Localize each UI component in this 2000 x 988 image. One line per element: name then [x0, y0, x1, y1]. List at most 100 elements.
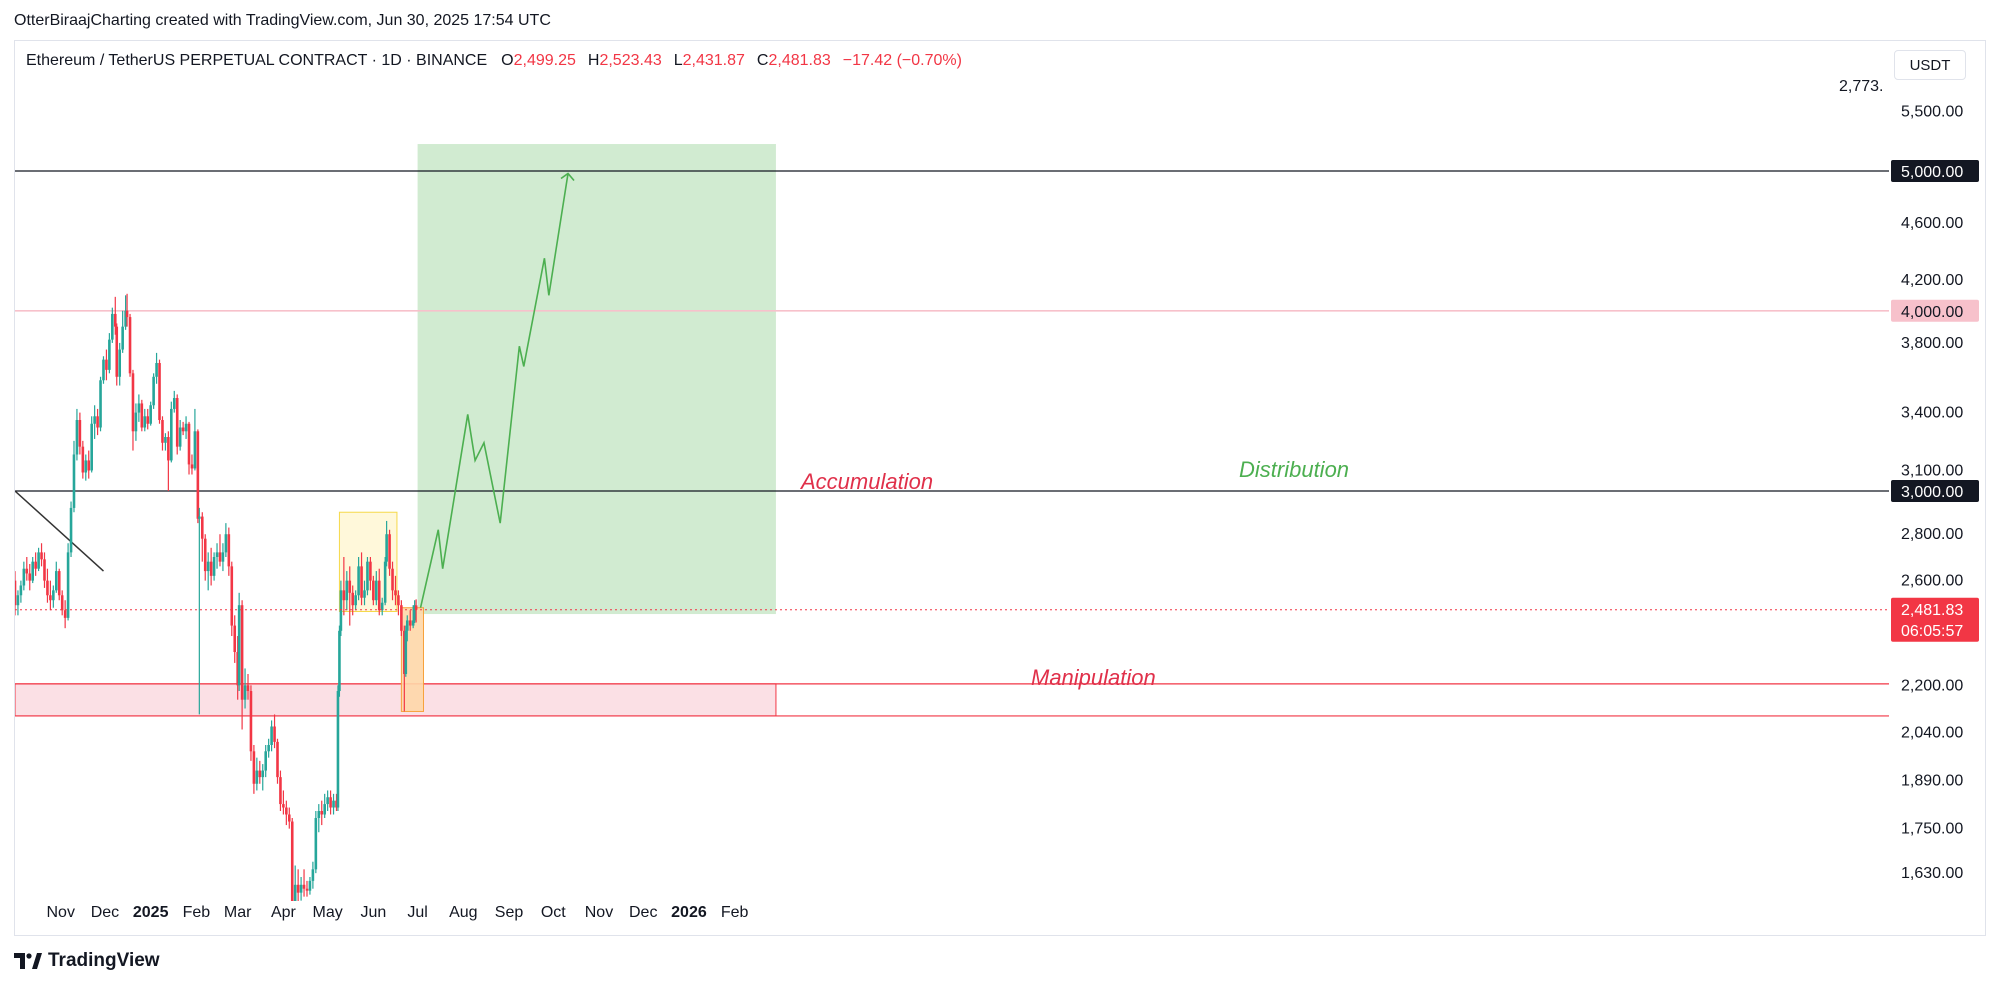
candle-body [134, 412, 138, 432]
currency-button[interactable]: USDT [1894, 50, 1966, 80]
candle-body [221, 552, 225, 562]
candle-body [172, 398, 176, 409]
candle-body [339, 590, 343, 631]
trend-line[interactable] [15, 490, 104, 572]
symbol-name[interactable]: Ethereum / TetherUS PERPETUAL CONTRACT ·… [26, 52, 488, 69]
candle [372, 575, 375, 606]
candle-body [236, 652, 239, 686]
target-zone[interactable] [417, 144, 776, 615]
candle-body [369, 561, 372, 581]
candle-body [314, 818, 318, 870]
candle [46, 568, 49, 603]
candle-body [137, 403, 141, 413]
candle-body [360, 566, 363, 598]
candle-body [290, 821, 294, 901]
y-axis-tick-label: 3,100.00 [1901, 462, 1963, 479]
chart-frame[interactable]: Accumulation Manipulation Distribution 5,50… [14, 40, 1986, 936]
candle-body [31, 561, 34, 581]
x-axis-tick-label: Oct [541, 904, 566, 921]
candle [267, 738, 270, 758]
candle-body [60, 595, 64, 611]
candle-body [206, 561, 210, 572]
distribution-label[interactable]: Distribution [1239, 457, 1349, 482]
candle-body [413, 605, 416, 621]
candle [414, 599, 418, 623]
candle [78, 412, 82, 455]
manipulation-label[interactable]: Manipulation [1031, 665, 1156, 690]
x-axis-tick-label: Apr [271, 904, 297, 921]
candle [261, 764, 265, 791]
candle [66, 543, 70, 621]
candle [193, 408, 197, 471]
candle [305, 880, 309, 897]
candle [338, 625, 341, 697]
candle [375, 571, 378, 606]
candle-body [252, 751, 256, 784]
high-value: 2,523.43 [599, 52, 662, 69]
price-chart[interactable]: Accumulation Manipulation Distribution 5,50… [15, 41, 1987, 937]
candle [108, 333, 111, 374]
candle-body [203, 538, 207, 572]
candle [385, 520, 388, 567]
candle-body [158, 363, 161, 421]
x-axis-tick-label: Nov [585, 904, 613, 921]
projection-arrowhead [560, 172, 575, 182]
candle-body [218, 552, 222, 562]
x-axis-tick-label: 2026 [671, 904, 707, 921]
candle [43, 552, 46, 588]
candle [218, 534, 222, 567]
candle [31, 557, 34, 584]
candle-body [308, 880, 312, 891]
candle [131, 369, 135, 451]
candle-body [125, 310, 129, 318]
candle-body [54, 571, 58, 591]
candle-body [357, 566, 360, 596]
candle [236, 636, 239, 700]
candle-body [299, 884, 303, 893]
candle-body [108, 339, 111, 370]
candle [270, 720, 273, 752]
candle-body [305, 888, 309, 891]
candle [93, 405, 96, 439]
candle [152, 373, 155, 409]
low-label: L [673, 52, 683, 69]
candle [332, 793, 335, 815]
projection-path[interactable] [419, 173, 569, 608]
price-line-label: 5,000.00 [1901, 164, 1963, 181]
price-label-bg [1891, 480, 1979, 503]
candle-body [372, 580, 375, 601]
candle [302, 869, 306, 897]
candle [40, 543, 43, 567]
candle [198, 507, 201, 715]
tradingview-logo[interactable]: TradingView [14, 950, 160, 972]
x-axis-tick-label: Feb [721, 904, 749, 921]
y-axis-tick-label: 2,600.00 [1901, 573, 1963, 590]
x-axis-tick-label: Feb [183, 904, 211, 921]
candle [125, 293, 129, 327]
candle-body [57, 571, 61, 596]
candle [233, 615, 237, 663]
candle [400, 600, 403, 637]
x-axis-tick-label: Jul [407, 904, 427, 921]
candle [63, 600, 67, 629]
candle-body [375, 580, 378, 601]
candle-body [19, 585, 23, 596]
candle [52, 585, 55, 608]
x-axis-tick-label: Sep [495, 904, 524, 921]
candle-body [143, 416, 147, 428]
candle-body [400, 605, 403, 631]
candle [34, 552, 37, 576]
candle-body [342, 590, 346, 601]
candle-body [43, 559, 46, 581]
support-zone[interactable] [15, 683, 777, 717]
candle-body [105, 359, 108, 370]
candle-body [326, 797, 329, 805]
accumulation-label[interactable]: Accumulation [799, 469, 933, 494]
candle-body [311, 869, 315, 881]
candle-body [237, 605, 241, 686]
candle-body [124, 310, 127, 327]
y-axis-tick-label: 1,890.00 [1901, 772, 1963, 789]
candle-body [113, 313, 117, 327]
price-label-bg [1891, 160, 1979, 182]
candle [181, 421, 185, 436]
